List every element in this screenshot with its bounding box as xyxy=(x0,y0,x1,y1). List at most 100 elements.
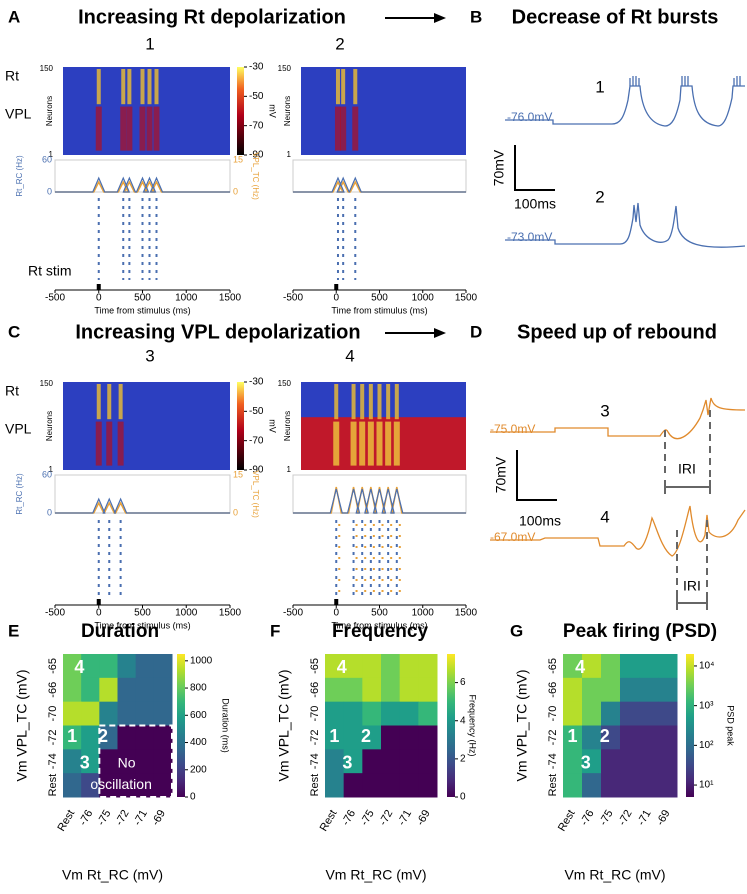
colorbar-tick-label: -30 xyxy=(249,62,264,73)
y-tick-label: -70 xyxy=(47,706,59,722)
x-axis-label: Time from stimulus (ms) xyxy=(94,620,190,630)
arrow xyxy=(385,13,446,338)
burst-band xyxy=(385,421,392,466)
burst-band xyxy=(106,421,113,466)
annotation: 1 xyxy=(567,726,577,746)
heatmap-cell xyxy=(325,725,345,750)
heatmap-cell xyxy=(601,725,621,750)
y-axis-label: Neurons xyxy=(283,96,292,126)
heatmap-cell xyxy=(81,677,100,703)
colorbar-label: Frequency (Hz) xyxy=(468,694,478,756)
y-axis-label: Rt_RC (Hz) xyxy=(15,155,24,197)
heatmap-cell xyxy=(381,773,401,798)
heatmap-cell xyxy=(601,749,621,774)
heatmap-cell xyxy=(325,654,345,679)
heatmap-cell xyxy=(153,677,173,703)
burst-band xyxy=(351,384,356,420)
y-tick-label: 150 xyxy=(278,64,292,73)
burst-band xyxy=(359,421,366,466)
panel-title: Increasing VPL depolarization xyxy=(75,321,360,343)
stimulus-mark xyxy=(334,284,339,290)
scale-voltage: 70mV xyxy=(491,149,507,186)
heatmap-cell xyxy=(135,749,155,774)
rate-trace xyxy=(55,176,230,193)
burst-band xyxy=(107,384,112,420)
colorbar-tick-label: 0 xyxy=(190,792,196,803)
colorbar-tick-label: 0 xyxy=(460,792,466,803)
heatmap-cell xyxy=(99,725,118,750)
burst-band xyxy=(147,69,152,105)
heatmap-cell xyxy=(81,773,100,798)
rate-trace xyxy=(55,497,230,514)
heatmap-cell xyxy=(325,773,345,798)
y-tick-label: 60 xyxy=(42,469,52,479)
x-tick-label: -75 xyxy=(95,808,113,828)
annotation: 1 xyxy=(67,726,77,746)
burst-band xyxy=(127,69,132,105)
iri-bracket xyxy=(664,410,711,610)
x-tick-label: 500 xyxy=(371,608,388,619)
heatmap-cell xyxy=(63,677,82,703)
panel-number: 1 xyxy=(145,34,154,53)
panel-letter: D xyxy=(470,322,482,341)
rate-axes xyxy=(292,474,467,514)
colorbar-tick-label: 200 xyxy=(190,764,207,775)
y-tick-label: 1 xyxy=(287,465,292,474)
voltage-heatmap-vpl xyxy=(301,417,466,470)
y-tick-label: Rest xyxy=(547,774,559,797)
heatmap-cell xyxy=(153,749,173,774)
y-tick-label: -74 xyxy=(47,753,59,769)
burst-band xyxy=(368,384,373,420)
group-label: VPL xyxy=(5,421,32,437)
colorbar-tick-label: 6 xyxy=(460,677,466,688)
x-tick-label: Rest xyxy=(318,808,340,834)
heatmap-cell xyxy=(135,654,155,679)
heatmap-cell xyxy=(362,749,382,774)
x-tick-label: -500 xyxy=(283,293,303,304)
y-tick-label: 1 xyxy=(49,465,54,474)
heatmap-cell xyxy=(135,701,155,726)
heatmap-cell xyxy=(658,677,678,703)
heatmap-cell xyxy=(381,725,401,750)
burst-band xyxy=(96,69,101,105)
heatmap-cell xyxy=(620,654,640,679)
panel-title: Decrease of Rt bursts xyxy=(512,6,719,28)
heatmap-cell xyxy=(563,749,583,774)
heatmap-cell xyxy=(582,725,602,750)
heatmap-cell xyxy=(81,654,100,679)
heatmap-cell xyxy=(620,773,640,798)
colorbar-label: mV xyxy=(268,419,278,433)
colorbar-tick-label: 600 xyxy=(190,710,207,721)
heatmap-cell xyxy=(582,654,602,679)
annotation: 3 xyxy=(581,752,591,772)
x-tick-label: Rest xyxy=(556,808,578,834)
burst-band xyxy=(95,421,102,466)
x-tick-label: -69 xyxy=(150,808,168,828)
x-tick-label: -69 xyxy=(414,808,432,828)
trace-number: 3 xyxy=(600,401,609,420)
heatmap-cell xyxy=(135,725,155,750)
heatmap-cell xyxy=(399,773,419,798)
heatmap-cell xyxy=(381,701,401,726)
x-tick-label: 0 xyxy=(333,608,339,619)
annotation: 3 xyxy=(342,752,352,772)
trace-number: 1 xyxy=(595,77,604,96)
annotation: 1 xyxy=(329,726,339,746)
panel-letter: F xyxy=(270,621,280,640)
trace-number: 4 xyxy=(600,507,609,526)
burst-band xyxy=(126,106,133,151)
baseline-label: -67.0mV xyxy=(490,530,535,544)
heatmap-cell xyxy=(117,725,137,750)
heatmap-cell xyxy=(563,725,583,750)
heatmap-cell xyxy=(343,725,363,750)
heatmap-cell xyxy=(639,654,659,679)
baseline-label: -73.0mV xyxy=(507,230,552,244)
burst-band xyxy=(334,106,341,151)
region-label: No xyxy=(118,754,136,770)
heatmap-cell xyxy=(601,677,621,703)
burst-band xyxy=(367,421,374,466)
chart-title: Frequency xyxy=(332,621,429,642)
burst-band xyxy=(341,69,346,105)
heatmap-cell xyxy=(81,725,100,750)
burst-band xyxy=(393,421,400,466)
